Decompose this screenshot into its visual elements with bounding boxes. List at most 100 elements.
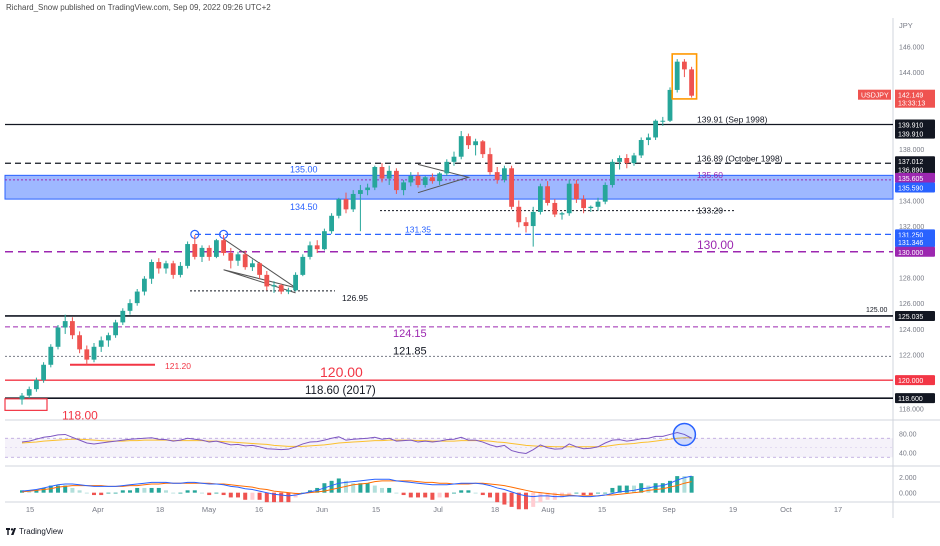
axis-tag: 118.600: [898, 396, 923, 403]
candle-body: [221, 240, 226, 254]
x-tick-label: 15: [598, 505, 606, 514]
price-pane: [5, 18, 893, 420]
y-tick-label: 118.000: [899, 406, 924, 413]
y-tick-label: 126.000: [899, 301, 924, 308]
candle-body: [149, 262, 154, 279]
y-tick-label: 128.000: [899, 275, 924, 282]
x-tick-label: Jul: [433, 505, 443, 514]
support-zone: [4, 174, 894, 200]
macd-hist-bar: [351, 483, 356, 493]
candle-body: [458, 136, 464, 157]
macd-hist-bar: [387, 487, 392, 493]
macd-tick-label: 2.000: [899, 475, 917, 482]
macd-hist-bar: [430, 492, 435, 500]
x-tick-label: 19: [729, 505, 737, 514]
candle-body: [437, 173, 442, 182]
candle-body: [70, 321, 75, 336]
macd-hist-bar: [272, 492, 276, 503]
candle-body: [502, 168, 507, 180]
macd-hist-bar: [380, 487, 384, 493]
x-tick-label: 15: [372, 505, 380, 514]
candle-body: [293, 274, 298, 291]
candle-body: [134, 291, 140, 304]
tradingview-footer[interactable]: TradingView: [6, 527, 63, 536]
candle-body: [26, 389, 32, 396]
x-tick-label: Jun: [316, 505, 328, 514]
candle-body: [300, 256, 306, 275]
axis-tag-bg: [895, 237, 935, 248]
candle-body: [98, 340, 104, 347]
y-tick-label: 146.000: [899, 44, 924, 51]
candle-body: [595, 201, 601, 207]
candle-body: [178, 265, 183, 275]
candle-body: [163, 263, 169, 269]
axis-tag-bg: [895, 246, 935, 257]
macd-hist-bar: [459, 490, 464, 493]
candle-body: [113, 322, 118, 336]
candle-body: [55, 327, 61, 347]
candle-body: [487, 154, 493, 173]
level-label: 121.20: [165, 361, 191, 371]
macd-hist-bar: [480, 492, 485, 496]
candle-body: [466, 136, 471, 146]
macd-hist-bar: [596, 492, 600, 494]
candle-body: [199, 247, 205, 257]
macd-hist-bar: [473, 492, 478, 494]
candle-body: [653, 120, 658, 138]
level-label: 134.50: [290, 202, 318, 212]
axis-tag-bg: [895, 128, 935, 139]
y-tick-label: 132.000: [899, 224, 924, 231]
candle-body: [343, 199, 349, 210]
candle-body: [674, 61, 680, 90]
macd-hist-bar: [502, 492, 507, 505]
macd-hist-bar: [84, 492, 89, 494]
macd-hist-bar: [401, 492, 406, 496]
candle-body: [314, 245, 320, 250]
macd-hist-bar: [372, 485, 377, 493]
candle-body: [430, 177, 435, 182]
candle-body: [48, 346, 54, 365]
macd-hist-bar: [336, 478, 341, 493]
candle-body: [242, 254, 248, 268]
macd-hist-bar: [452, 492, 456, 494]
candle-body: [271, 285, 277, 287]
level-label: 131.35: [405, 224, 431, 234]
candle-body: [156, 262, 162, 269]
axis-tag-bg: [895, 119, 935, 130]
level-label: 139.91 (Sep 1998): [697, 114, 768, 124]
candle-body: [451, 156, 457, 162]
level-label: 118.60 (2017): [305, 385, 376, 397]
macd-hist-bar: [423, 492, 428, 498]
candle-body: [372, 166, 378, 188]
macd-hist-bar: [524, 492, 528, 510]
rsi-line: [21, 432, 692, 454]
rsi-ma-line: [21, 437, 692, 448]
highlight-box: [671, 53, 698, 100]
macd-hist-bar: [639, 483, 644, 493]
candle-body: [631, 155, 637, 164]
candle-body: [214, 240, 219, 257]
x-tick-label: 15: [26, 505, 34, 514]
rsi-band: [5, 438, 893, 458]
axis-tag: 131.346: [898, 240, 923, 247]
candle-body: [264, 274, 270, 287]
macd-hist-bar: [70, 487, 75, 493]
macd-hist-bar: [416, 492, 420, 498]
macd-hist-bar: [171, 492, 176, 494]
axis-tag-bg: [895, 172, 935, 183]
candle-body: [336, 199, 342, 216]
candle-body: [588, 206, 594, 209]
candle-body: [286, 290, 291, 292]
x-tick-label: Aug: [541, 505, 554, 514]
axis-tag: 139.910: [898, 122, 923, 129]
y-tick-label: 144.000: [899, 70, 924, 77]
candle-body: [516, 206, 522, 223]
macd-hist-bar: [214, 492, 219, 494]
candle-body: [530, 211, 536, 227]
candle-body: [667, 89, 673, 121]
candle-body: [307, 245, 313, 257]
x-tick-label: 16: [255, 505, 263, 514]
level-label: 118.00: [62, 408, 98, 422]
macd-hist-bar: [142, 487, 147, 493]
macd-hist-bar: [279, 492, 284, 503]
